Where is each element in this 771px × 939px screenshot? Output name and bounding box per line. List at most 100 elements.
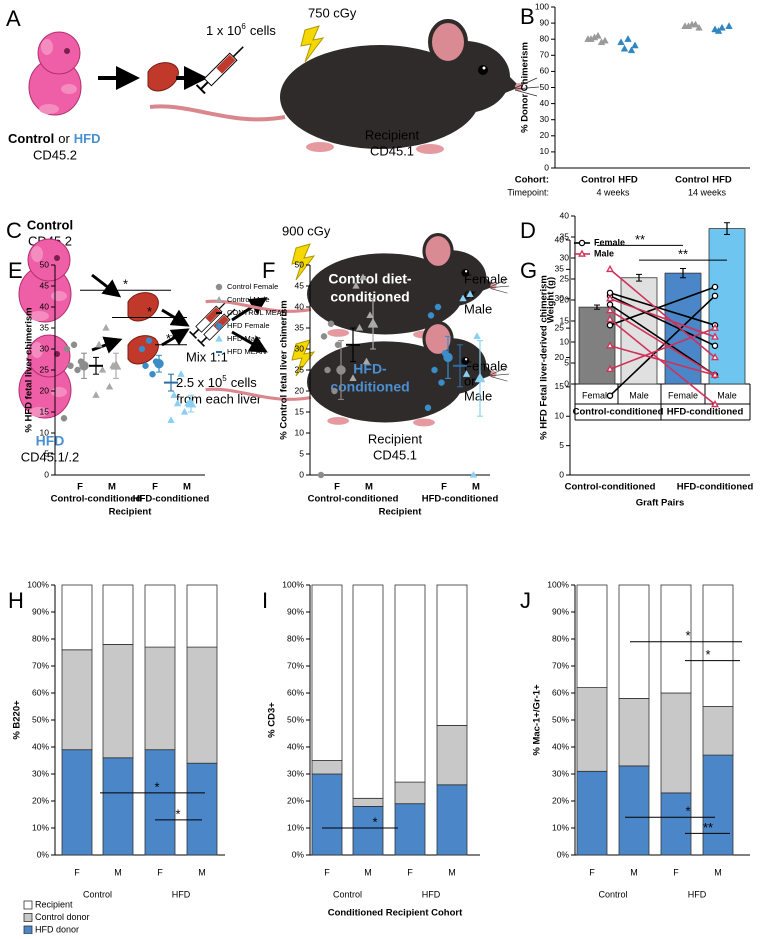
- point: [105, 382, 114, 390]
- y-tick-label: 40: [555, 234, 565, 244]
- group-label: HFD: [422, 889, 441, 899]
- pair-line: [609, 318, 716, 406]
- point: [711, 342, 719, 349]
- group-label: Control: [333, 889, 362, 899]
- group-label: Control: [83, 889, 112, 899]
- x-tick-label: M: [364, 867, 372, 877]
- cell-dose-unit: cells: [250, 23, 277, 38]
- recipient: Recipient: [368, 431, 423, 446]
- point: [718, 23, 726, 31]
- point: [711, 353, 719, 361]
- legend-swatch: [23, 913, 33, 922]
- point: [620, 44, 629, 52]
- y-tick-label: 70%: [32, 660, 49, 670]
- point: [138, 345, 146, 353]
- bar-segment: [61, 649, 93, 751]
- x-tick-label: M: [448, 867, 456, 877]
- point: [98, 365, 107, 373]
- significance-label: *: [372, 814, 377, 829]
- y-tick-label: 50%: [32, 714, 49, 724]
- point: [714, 27, 723, 34]
- y-tick-label: 20: [40, 385, 50, 395]
- arrow: [161, 308, 190, 327]
- pair-line: [609, 303, 716, 376]
- point: [167, 416, 175, 424]
- point: [606, 364, 614, 372]
- row-label: Timepoint:: [507, 187, 549, 197]
- bar-segment: [618, 765, 650, 856]
- panel-label: C: [6, 218, 22, 243]
- legend-label: HFD MEAN: [227, 347, 266, 356]
- x-axis-label: Conditioned Recipient Cohort: [328, 908, 463, 919]
- point: [597, 38, 606, 46]
- group-label: HFD-conditioned: [422, 494, 499, 505]
- x-tick-label: F: [589, 867, 595, 877]
- point: [438, 379, 445, 386]
- bar: [620, 277, 658, 385]
- y-tick-label: 30: [40, 343, 50, 353]
- point: [317, 471, 325, 479]
- y-tick-label: 30%: [32, 768, 49, 778]
- bar-segment: [576, 770, 608, 856]
- legend-marker: [578, 249, 586, 257]
- bar-segment: [352, 806, 384, 856]
- y-tick-label: 90%: [287, 606, 304, 616]
- legend-marker: [215, 283, 223, 291]
- x-tick-label: M: [183, 482, 191, 493]
- y-tick-label: 80%: [32, 633, 49, 643]
- significance-label: **: [678, 247, 688, 262]
- bar-segment: [61, 749, 93, 856]
- point: [624, 35, 632, 42]
- sex: Female: [464, 271, 507, 286]
- x-tick-label: M: [114, 867, 122, 877]
- bar-segment: [144, 584, 176, 648]
- legend-label: Control donor: [35, 912, 90, 922]
- x-tick-label: M: [472, 482, 480, 493]
- y-tick-label: 40: [40, 301, 50, 311]
- hfd-cd: CD45.1/.2: [21, 449, 80, 464]
- bar-segment: [144, 749, 176, 856]
- bar-segment: [576, 687, 608, 772]
- point: [349, 374, 357, 382]
- group-label: HFD-conditioned: [133, 494, 210, 505]
- bar-segment: [311, 773, 343, 856]
- point: [584, 35, 592, 42]
- point: [617, 38, 625, 46]
- point: [149, 370, 156, 378]
- pair-line: [609, 292, 716, 326]
- y-tick-label: 50%: [287, 714, 304, 724]
- x-tick-label: Male: [717, 390, 737, 400]
- x-tick-label: F: [74, 867, 80, 877]
- point: [590, 33, 599, 41]
- legend-label: HFD Female: [227, 321, 270, 330]
- significance-label: *: [154, 779, 159, 794]
- y-tick-label: 40%: [552, 741, 569, 751]
- group-label: 14 weeks: [688, 187, 727, 197]
- y-axis-label: % Mac-1+/Gr-1+: [532, 684, 543, 756]
- y-tick-label: 35: [295, 322, 305, 332]
- y-tick-label: 50: [540, 82, 550, 92]
- bar-segment: [102, 644, 134, 759]
- point: [334, 341, 342, 349]
- point: [366, 311, 374, 319]
- bar-segment: [702, 584, 734, 707]
- legend-swatch: [23, 900, 33, 910]
- mean-marker: [110, 359, 122, 370]
- y-tick-label: 80%: [287, 633, 304, 643]
- y-axis-label: % Control fetal liver chimerism: [279, 300, 290, 439]
- y-axis-label: % HFD fetal liver chimerism: [24, 307, 35, 432]
- y-tick-label: 0: [44, 469, 49, 479]
- x-tick-label: Female: [582, 390, 612, 400]
- y-tick-label: 40: [295, 301, 305, 311]
- y-axis-label: % Donor Chimerism: [520, 42, 531, 133]
- y-tick-label: 90%: [552, 606, 569, 616]
- y-tick-label: 30: [560, 252, 570, 262]
- panel-label: D: [520, 218, 536, 243]
- y-tick-label: 0: [299, 469, 304, 479]
- mean-marker: [185, 397, 197, 408]
- y-tick-label: 15: [555, 381, 565, 391]
- bar-segment: [660, 792, 692, 856]
- x-tick-label: F: [157, 867, 163, 877]
- embryo: [28, 31, 82, 116]
